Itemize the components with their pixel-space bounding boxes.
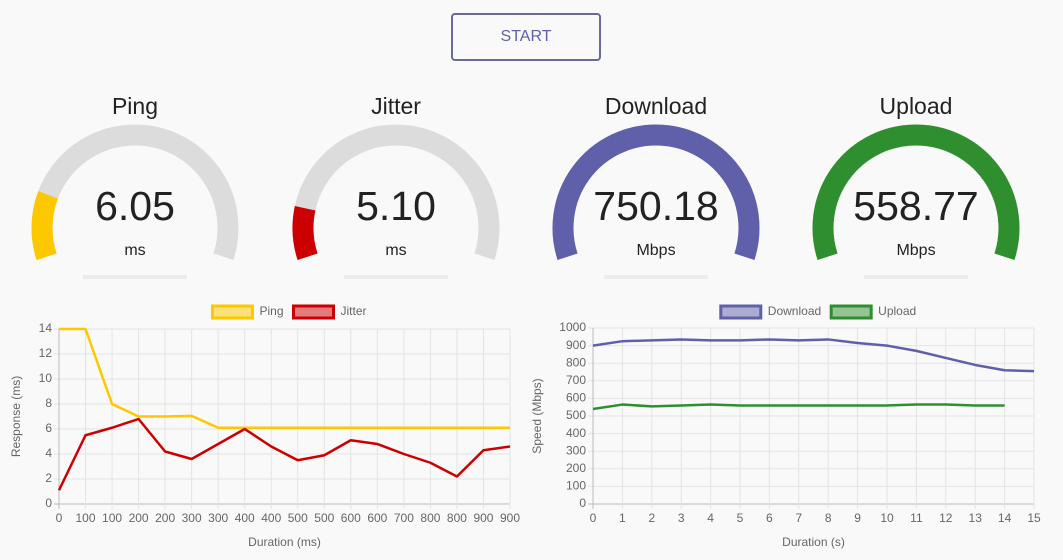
legend: Download Upload (719, 304, 916, 320)
x-tick-label: 400 (261, 511, 281, 525)
x-tick-label: 9 (854, 511, 861, 525)
y-tick-label: 300 (566, 443, 586, 457)
y-tick-label: 500 (566, 408, 586, 422)
x-tick-label: 14 (998, 511, 1012, 525)
x-tick-label: 700 (394, 511, 414, 525)
x-tick-label: 4 (707, 511, 714, 525)
gauge-title: Jitter (371, 93, 421, 119)
x-tick-label: 500 (288, 511, 308, 525)
series-line (592, 338, 1035, 373)
x-tick-label: 100 (102, 511, 122, 525)
x-tick-label: 200 (129, 511, 149, 525)
start-button[interactable]: START (451, 13, 601, 61)
gauge-value: 5.10 (356, 183, 436, 229)
gauge-value: 6.05 (95, 183, 175, 229)
y-tick-label: 0 (579, 496, 586, 510)
x-tick-label: 0 (56, 511, 63, 525)
y-tick-label: 8 (45, 396, 52, 410)
legend-swatch (829, 304, 873, 320)
y-tick-label: 1000 (559, 320, 586, 334)
gauge-progress (83, 275, 187, 279)
gauge-title: Ping (112, 93, 158, 119)
y-tick-label: 2 (45, 471, 52, 485)
y-tick-label: 900 (566, 338, 586, 352)
x-axis-label: Duration (s) (782, 535, 845, 549)
y-axis-label: Response (ms) (9, 376, 23, 457)
x-tick-label: 200 (155, 511, 175, 525)
y-tick-label: 0 (45, 496, 52, 510)
legend: Ping Jitter (210, 304, 367, 320)
legend-label: Jitter (341, 304, 367, 318)
x-tick-label: 15 (1027, 511, 1041, 525)
x-tick-label: 3 (678, 511, 685, 525)
legend-swatch (210, 304, 254, 320)
series-line (57, 417, 511, 491)
gauge-unit: Mbps (636, 242, 675, 259)
gauge-fill (292, 206, 318, 260)
gauge-fill (552, 124, 760, 260)
legend-swatch (292, 304, 336, 320)
x-tick-label: 6 (766, 511, 773, 525)
x-tick-label: 900 (473, 511, 493, 525)
gauge-value: 558.77 (853, 183, 978, 229)
x-tick-label: 900 (500, 511, 520, 525)
x-tick-label: 100 (76, 511, 96, 525)
y-axis-label: Speed (Mbps) (530, 378, 544, 453)
x-tick-label: 800 (447, 511, 467, 525)
x-tick-label: 2 (648, 511, 655, 525)
gauge-unit: ms (124, 242, 145, 259)
x-tick-label: 13 (969, 511, 983, 525)
x-tick-label: 800 (420, 511, 440, 525)
x-tick-label: 0 (590, 511, 597, 525)
y-tick-label: 4 (45, 446, 52, 460)
gauge-fill (31, 191, 59, 260)
y-tick-label: 14 (39, 321, 53, 335)
gauge-track (292, 124, 500, 260)
y-tick-label: 100 (566, 479, 586, 493)
y-tick-label: 700 (566, 373, 586, 387)
x-tick-label: 500 (314, 511, 334, 525)
start-button-frame[interactable] (451, 13, 601, 61)
series-line (59, 327, 510, 429)
y-tick-label: 400 (566, 426, 586, 440)
x-tick-label: 7 (795, 511, 802, 525)
x-tick-label: 11 (910, 511, 923, 525)
y-tick-label: 600 (566, 391, 586, 405)
x-axis-label: Duration (ms) (248, 535, 321, 549)
gauge-progress (864, 275, 968, 279)
x-tick-label: 600 (341, 511, 361, 525)
x-tick-label: 12 (939, 511, 953, 525)
gauge-title: Download (605, 93, 707, 119)
gauge-unit: Mbps (896, 242, 935, 259)
y-tick-label: 10 (39, 371, 53, 385)
gauge-progress (344, 275, 448, 279)
legend-label: Ping (259, 304, 283, 318)
legend-label: Download (768, 304, 821, 318)
x-tick-label: 600 (367, 511, 387, 525)
x-tick-label: 300 (208, 511, 228, 525)
x-tick-label: 8 (825, 511, 832, 525)
legend-swatch (719, 304, 763, 320)
y-tick-label: 800 (566, 355, 586, 369)
x-tick-label: 300 (182, 511, 202, 525)
y-tick-label: 6 (45, 421, 52, 435)
y-tick-label: 200 (566, 461, 586, 475)
series-line (592, 403, 1005, 411)
x-tick-label: 1 (619, 511, 626, 525)
x-tick-label: 400 (235, 511, 255, 525)
gauge-fill (812, 124, 1020, 260)
start-button-label[interactable]: START (501, 28, 552, 45)
gauge-progress (604, 275, 708, 279)
x-tick-label: 10 (880, 511, 894, 525)
gauge-title: Upload (880, 93, 953, 119)
x-tick-label: 5 (737, 511, 744, 525)
gauge-value: 750.18 (593, 183, 718, 229)
y-tick-label: 12 (39, 346, 53, 360)
gauge-unit: ms (385, 242, 406, 259)
legend-label: Upload (878, 304, 916, 318)
